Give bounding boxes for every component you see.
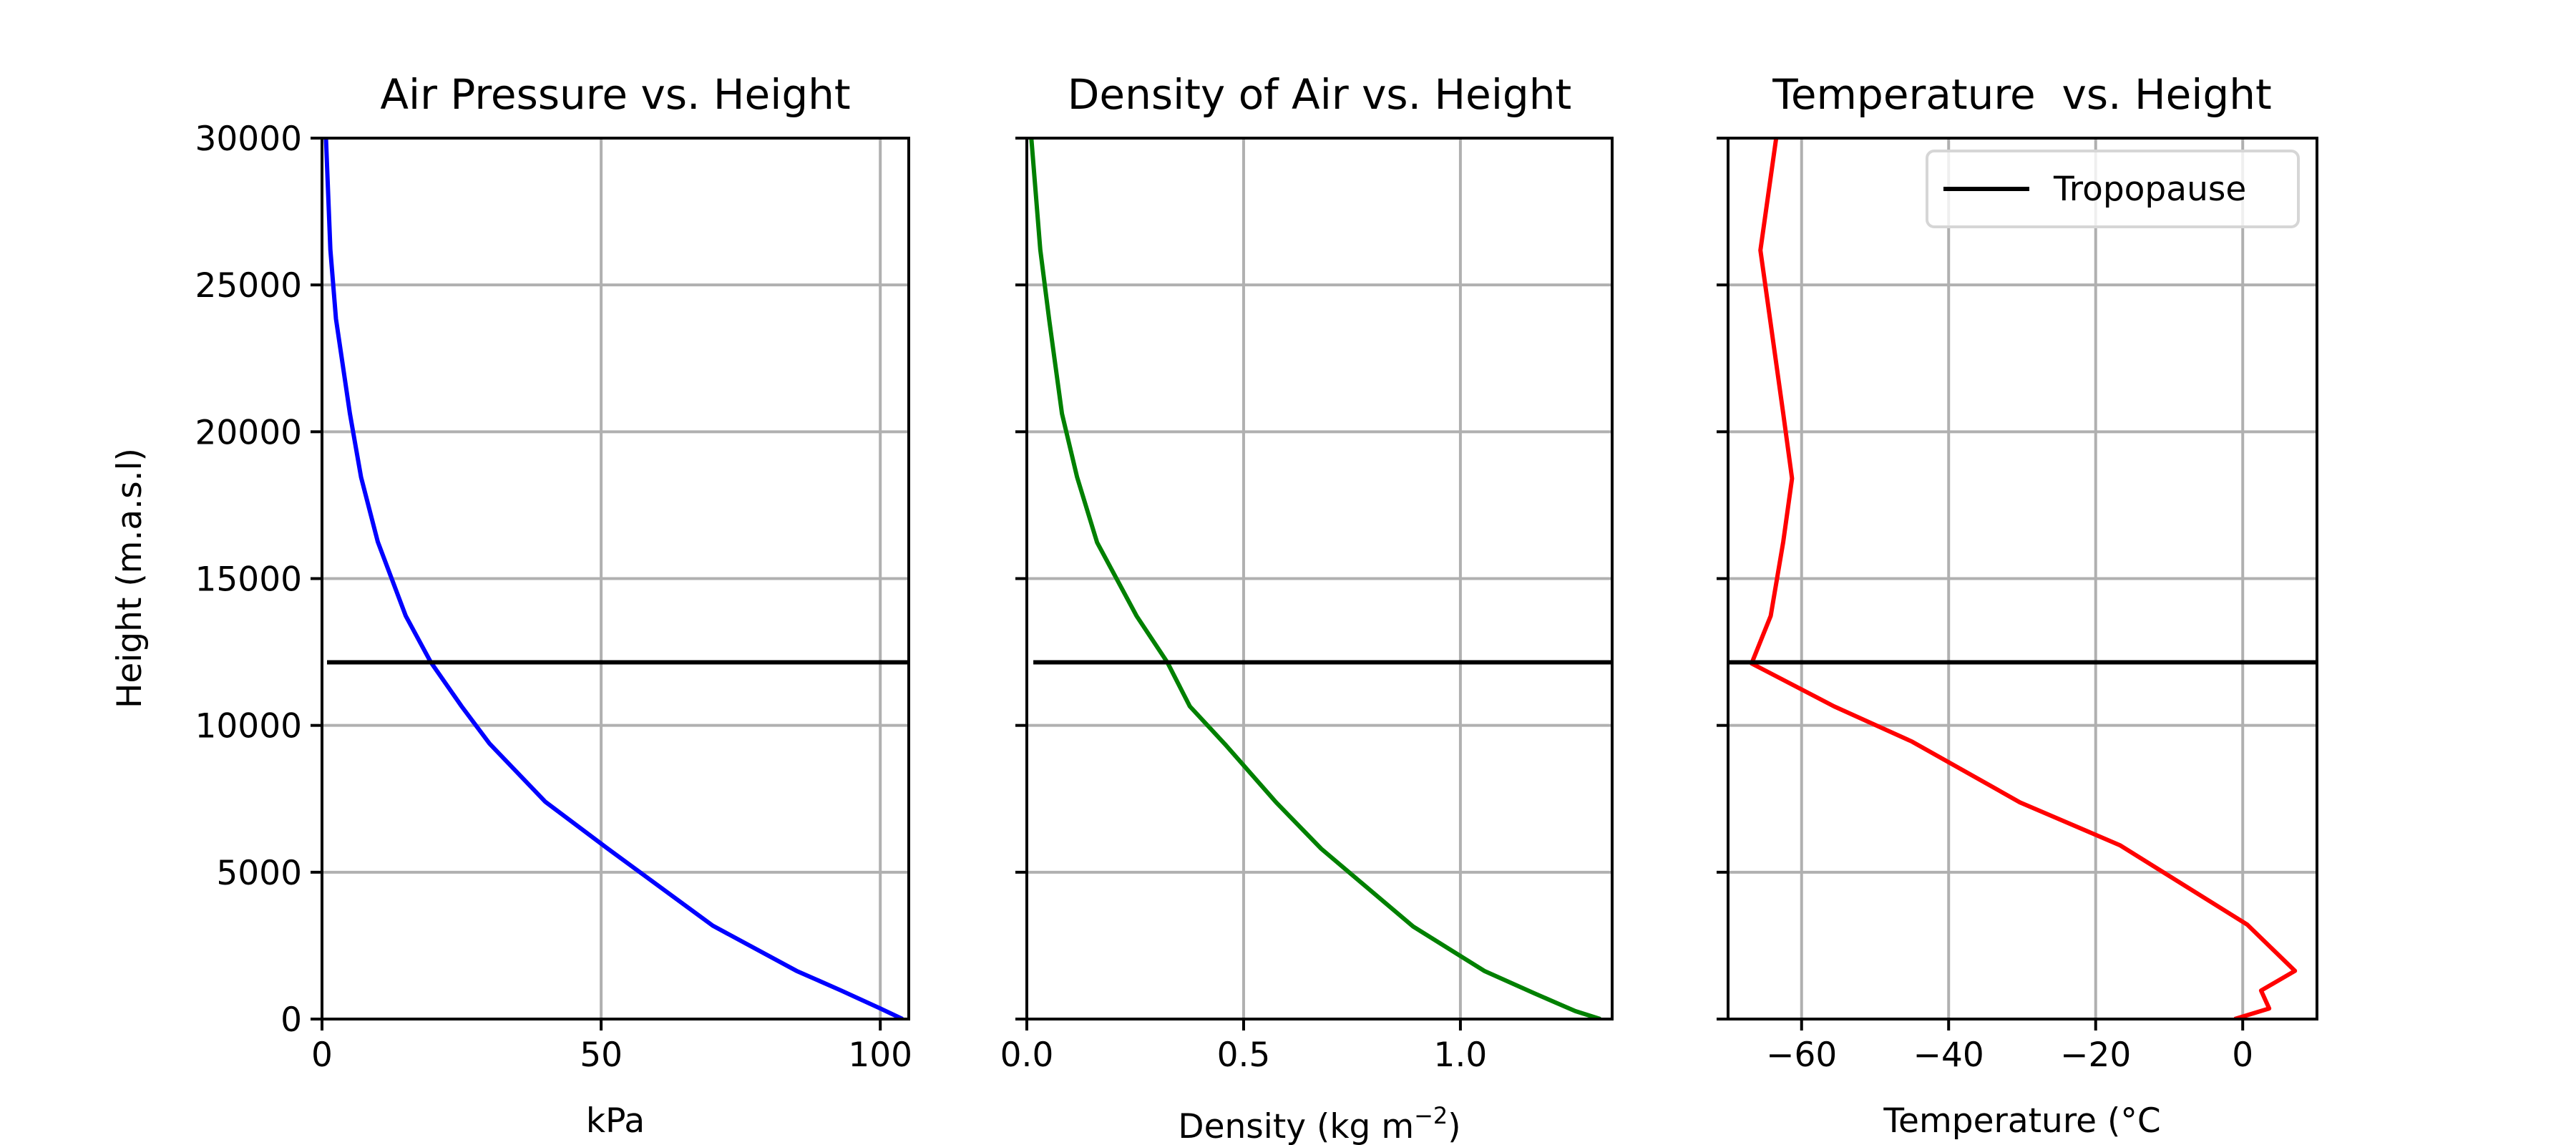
pressure-line — [323, 138, 904, 1019]
y-tick-label: 0 — [280, 1000, 302, 1040]
y-tick-label: 15000 — [195, 560, 302, 600]
axes-frame — [1727, 137, 2318, 1020]
density-panel: Density of Air vs. Height Density (kg m−… — [1000, 70, 1614, 1145]
pressure-title: Air Pressure vs. Height — [380, 70, 850, 119]
x-tick-label: −40 — [1913, 1036, 1984, 1075]
temperature-title: Temperature vs. Height — [1772, 70, 2271, 119]
x-tick-label: −60 — [1766, 1036, 1837, 1075]
y-tick-label: 5000 — [216, 854, 302, 893]
y-tick-label: 10000 — [195, 707, 302, 746]
x-tick-label: 0.0 — [1000, 1036, 1054, 1075]
temperature-panel: Temperature vs. Height Temperature (°C −… — [1717, 70, 2318, 1141]
x-tick-label: 0 — [311, 1036, 333, 1075]
y-tick-label: 25000 — [195, 266, 302, 306]
legend: Tropopause — [1926, 150, 2300, 228]
density-xlabel-main: Density (kg m — [1178, 1107, 1414, 1145]
x-tick-label: −20 — [2060, 1036, 2131, 1075]
y-tick-label: 30000 — [195, 120, 302, 159]
axes-frame — [321, 137, 910, 1020]
y-tick-label: 20000 — [195, 413, 302, 452]
x-tick-label: 100 — [848, 1036, 912, 1075]
density-line — [1029, 138, 1601, 1019]
x-tick-label: 0.5 — [1217, 1036, 1271, 1075]
density-xlabel: Density (kg m−2) — [1178, 1102, 1460, 1145]
pressure-panel: Air Pressure vs. Height kPa Height (m.a.… — [110, 70, 912, 1141]
height-ylabel: Height (m.a.s.l) — [110, 448, 150, 708]
legend-tropopause-label: Tropopause — [2053, 170, 2246, 209]
pressure-xlabel: kPa — [586, 1101, 645, 1141]
x-tick-label: 50 — [580, 1036, 623, 1075]
x-tick-label: 0 — [2232, 1036, 2253, 1075]
legend-box — [1926, 150, 2300, 228]
axes-frame — [1025, 137, 1614, 1020]
temperature-line — [1749, 138, 2298, 1019]
density-title: Density of Air vs. Height — [1068, 70, 1572, 119]
density-xlabel-exponent: −2 — [1414, 1102, 1448, 1129]
x-tick-label: 1.0 — [1434, 1036, 1488, 1075]
temperature-xlabel: Temperature (°C — [1883, 1101, 2160, 1141]
density-xlabel-end: ) — [1448, 1107, 1460, 1145]
